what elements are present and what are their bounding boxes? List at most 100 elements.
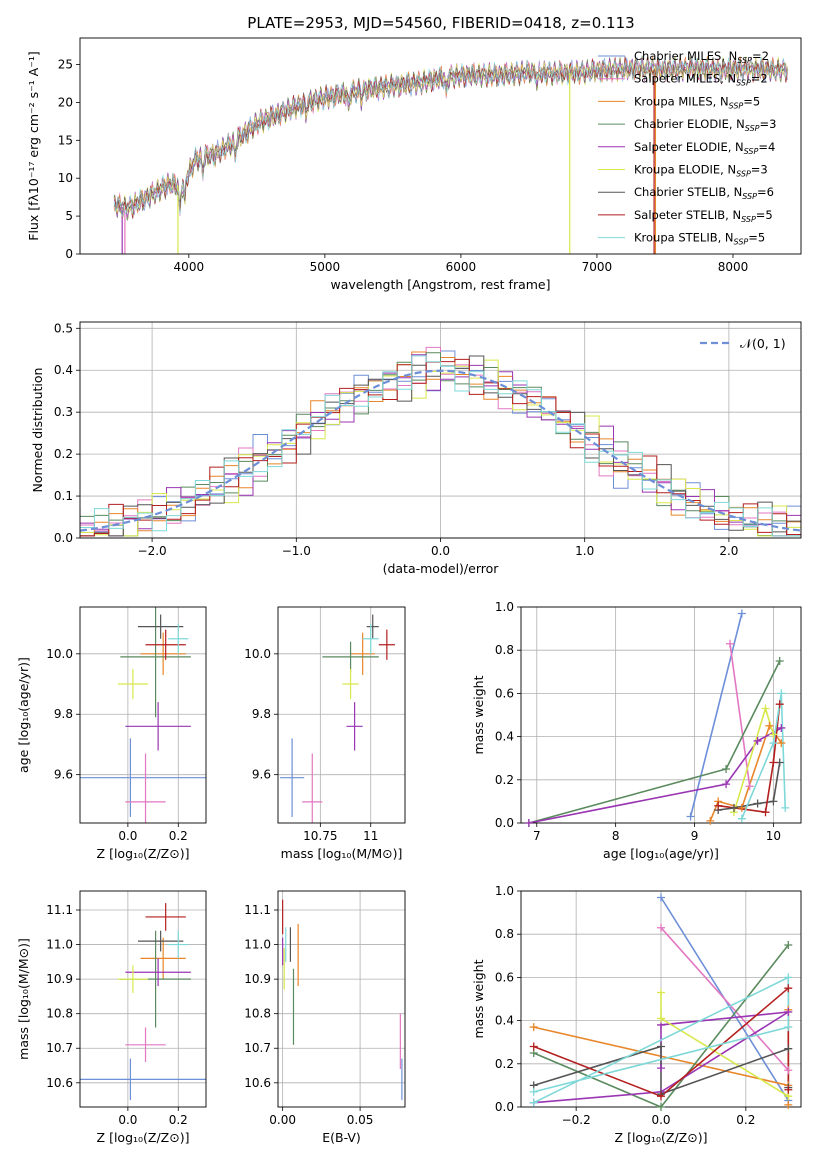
weight-marker [769, 797, 778, 806]
x-axis-label: mass [log₁₀(M/M⊙)] [281, 846, 403, 861]
plot-area [528, 613, 786, 823]
weight-marker [753, 736, 762, 745]
y-tick-label: 0.6 [495, 686, 514, 700]
x-axis-label: Z [log₁₀(Z/Z⊙)] [97, 1130, 190, 1145]
weight-marker [761, 808, 770, 817]
weight-line [741, 693, 786, 820]
weight-marker [784, 1044, 793, 1053]
residual-histogram [80, 355, 801, 537]
weight-marker [657, 988, 665, 997]
weight-marker [784, 1023, 793, 1032]
legend-label: Kroupa ELODIE, NSSP=3 [634, 163, 768, 179]
weight-marker [706, 816, 715, 825]
y-tick-label: 0.0 [495, 816, 514, 830]
panel-age_vs_mass: 10.75 11 9.6 9.8 10.0 mass [log₁₀(M/M⊙)] [244, 606, 406, 861]
spectrum-legend: Chabrier MILES, NSSP=2 Salpeter MILES, NS… [598, 49, 776, 247]
y-tick-label: 11.0 [46, 938, 73, 952]
y-tick-label: 0.4 [54, 363, 73, 377]
y-axis-label: mass weight [471, 959, 486, 1038]
y-tick-label: 9.8 [54, 707, 73, 721]
axes-frame [79, 37, 802, 255]
x-axis-label: age [log₁₀(age/yr)] [603, 846, 719, 861]
weight-marker [765, 721, 774, 730]
plot-area [113, 55, 788, 254]
x-tick-label: 11 [363, 829, 378, 843]
y-tick-label: 10 [58, 171, 73, 185]
y-tick-label: 0.2 [495, 1057, 514, 1071]
x-tick-label: 0.05 [347, 1113, 374, 1127]
x-tick-label: −2.0 [138, 544, 167, 558]
y-tick-label: 10.7 [46, 1041, 73, 1055]
y-tick-label: 0.4 [495, 730, 514, 744]
x-tick-label: 10 [766, 829, 781, 843]
weight-marker [745, 782, 754, 791]
x-axis-label: wavelength [Angstrom, rest frame] [330, 277, 550, 292]
x-tick-label: −1.0 [282, 544, 311, 558]
weight-marker [769, 730, 778, 739]
weight-marker [784, 984, 793, 993]
x-tick-label: 8000 [718, 260, 749, 274]
x-axis-label: (data-model)/error [383, 561, 500, 576]
y-tick-label: 1.0 [495, 884, 514, 898]
weight-marker [775, 700, 784, 709]
y-tick-label: 1.0 [495, 600, 514, 614]
legend-label: Kroupa STELIB, NSSP=5 [634, 231, 765, 247]
x-tick-label: 8 [612, 829, 620, 843]
weight-marker [722, 780, 731, 789]
weight-marker [524, 819, 533, 827]
axes-frame [277, 606, 406, 824]
legend-label: Chabrier MILES, NSSP=2 [634, 49, 769, 65]
weight-marker [529, 1087, 538, 1096]
y-tick-label: 0 [65, 247, 73, 261]
weight-marker [784, 1085, 793, 1094]
weight-marker [657, 1042, 665, 1051]
legend-label: 𝒩(0, 1) [740, 336, 786, 351]
plot-area [280, 614, 395, 823]
y-tick-label: 10.8 [46, 1007, 73, 1021]
weight-marker [769, 758, 778, 767]
weight-marker [714, 801, 723, 810]
weight-marker [657, 1092, 665, 1101]
figure-title: PLATE=2953, MJD=54560, FIBERID=0418, z=0… [247, 14, 634, 32]
spectrum-line [113, 56, 788, 220]
weight-marker [529, 1042, 538, 1051]
legend-label: Chabrier STELIB, NSSP=6 [634, 185, 774, 201]
x-tick-label: 7 [533, 829, 541, 843]
x-tick-label: 0.2 [169, 829, 188, 843]
weight-marker [753, 799, 762, 808]
y-tick-label: 9.6 [54, 768, 73, 782]
y-tick-label: 11.1 [46, 903, 73, 917]
y-tick-label: 0.8 [495, 927, 514, 941]
axes-frame [79, 890, 207, 1108]
x-tick-label: 0.0 [118, 829, 137, 843]
y-tick-label: 10.9 [244, 972, 271, 986]
panel-weight_vs_Z: −0.2 0.0 0.2 0.0 0.2 0.4 0.6 0.8 1.0 Z [log₁₀(Z/Z… [471, 884, 802, 1145]
y-tick-label: 10.0 [46, 647, 73, 661]
weight-marker [529, 1098, 538, 1107]
y-tick-label: 0.2 [54, 447, 73, 461]
weight-marker [729, 803, 738, 812]
legend-label: Salpeter MILES, NSSP=2 [634, 72, 768, 88]
weight-marker [657, 1064, 665, 1073]
x-tick-label: 5000 [310, 260, 341, 274]
gaussian-reference-curve [80, 369, 801, 532]
plot-area [80, 903, 206, 1101]
weight-line [660, 927, 789, 1071]
panel-mass_vs_Z: 0.0 0.2 10.6 10.7 10.8 10.9 11.0 11.1 Z [log₁₀(Z… [16, 890, 207, 1145]
x-axis-label: Z [log₁₀(Z/Z⊙)] [615, 1130, 708, 1145]
weight-marker [657, 893, 665, 902]
weight-marker [657, 923, 665, 932]
y-tick-label: 9.8 [252, 707, 271, 721]
axes-frame [79, 321, 802, 539]
y-tick-label: 0.5 [54, 321, 73, 335]
y-tick-label: 0.3 [54, 405, 73, 419]
y-axis-label: age [log₁₀(age/yr)] [16, 657, 31, 773]
axes-frame [277, 890, 406, 1108]
plot-area [282, 899, 403, 1101]
y-tick-label: 11.0 [244, 938, 271, 952]
legend-label: Kroupa MILES, NSSP=5 [634, 94, 760, 110]
y-tick-label: 0.2 [495, 773, 514, 787]
y-tick-label: 9.6 [252, 768, 271, 782]
axes-frame [520, 606, 802, 824]
